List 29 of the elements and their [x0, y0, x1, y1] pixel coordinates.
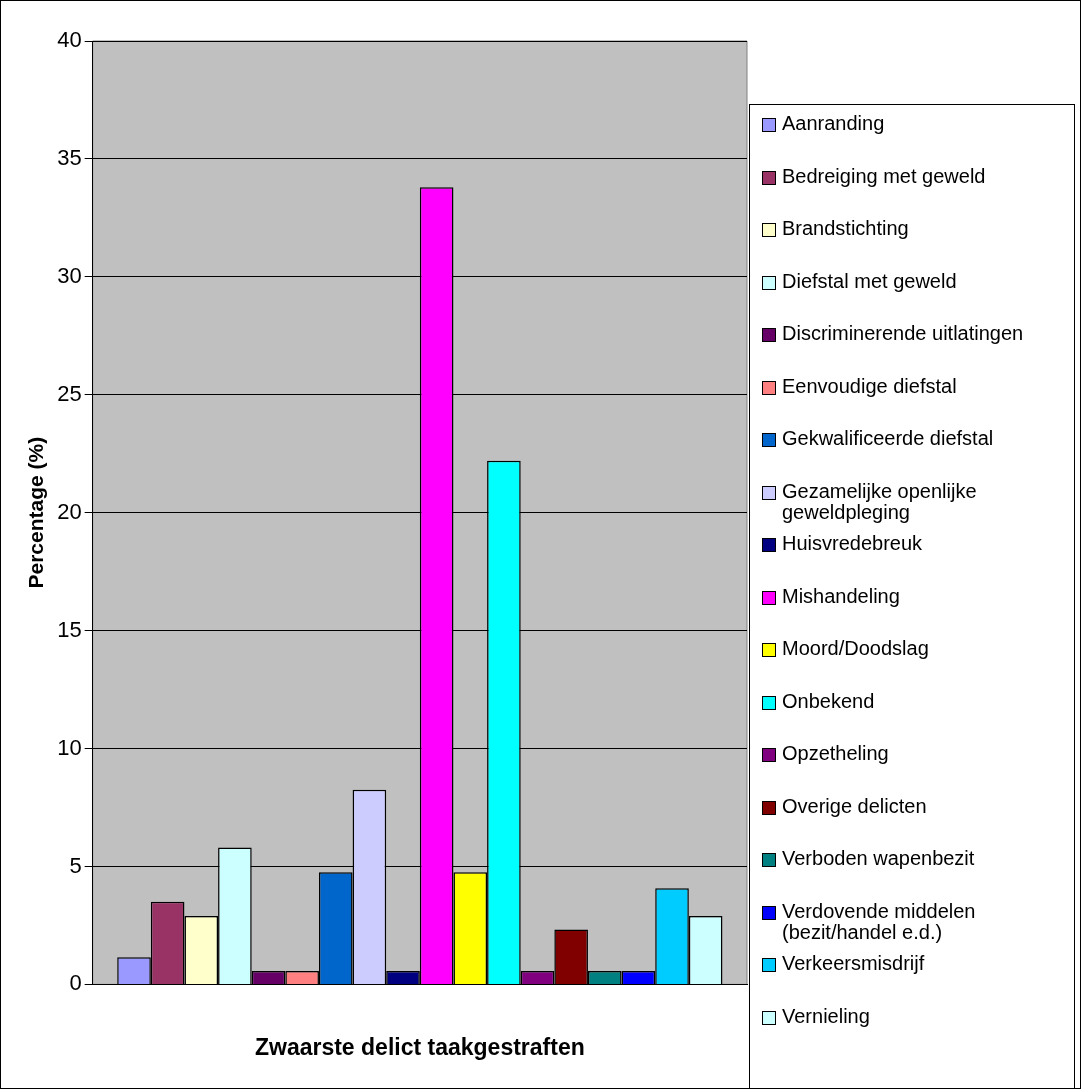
y-tick-label: 40 — [57, 27, 82, 53]
legend-label: Huisvredebreuk — [782, 532, 923, 554]
legend-label: Aanranding — [782, 112, 885, 134]
legend-label: Verboden wapenbezit — [782, 847, 975, 869]
legend-label: Bedreiging met geweld — [782, 164, 986, 187]
y-tick-label: 20 — [57, 498, 82, 524]
legend-label: Opzetheling — [782, 742, 889, 764]
legend-label: Onbekend — [782, 689, 875, 712]
y-tick-label: 0 — [69, 970, 82, 996]
y-tick-label: 15 — [57, 616, 82, 642]
legend-label: Eenvoudige diefstal — [782, 374, 957, 397]
legend-label: Gezamelijke openlijke geweldpleging — [782, 479, 978, 523]
legend-label: Gekwalificeerde diefstal — [782, 427, 994, 449]
y-tick-label: 35 — [57, 144, 82, 170]
legend-label: Discriminerende uitlatingen — [782, 322, 1024, 344]
y-tick-label: 25 — [57, 380, 82, 406]
legend-label: Moord/Doodslag — [782, 637, 929, 659]
y-axis-title: Percentage (%) — [24, 436, 48, 589]
y-tick-label: 30 — [57, 262, 82, 288]
legend-label: Verdovende middelen (bezit/handel e.d.) — [782, 899, 977, 943]
x-axis-title: Zwaarste delict taakgestraften — [254, 1033, 585, 1060]
legend-label: Vernieling — [782, 1004, 870, 1027]
y-tick-label: 10 — [57, 734, 82, 760]
y-tick-label: 5 — [69, 852, 82, 878]
legend-label: Diefstal met geweld — [782, 269, 957, 292]
legend-label: Verkeersmisdrijf — [782, 952, 925, 974]
legend-label: Brandstichting — [782, 217, 909, 239]
legend-label: Overige delicten — [782, 794, 927, 817]
legend-label: Mishandeling — [782, 584, 900, 607]
